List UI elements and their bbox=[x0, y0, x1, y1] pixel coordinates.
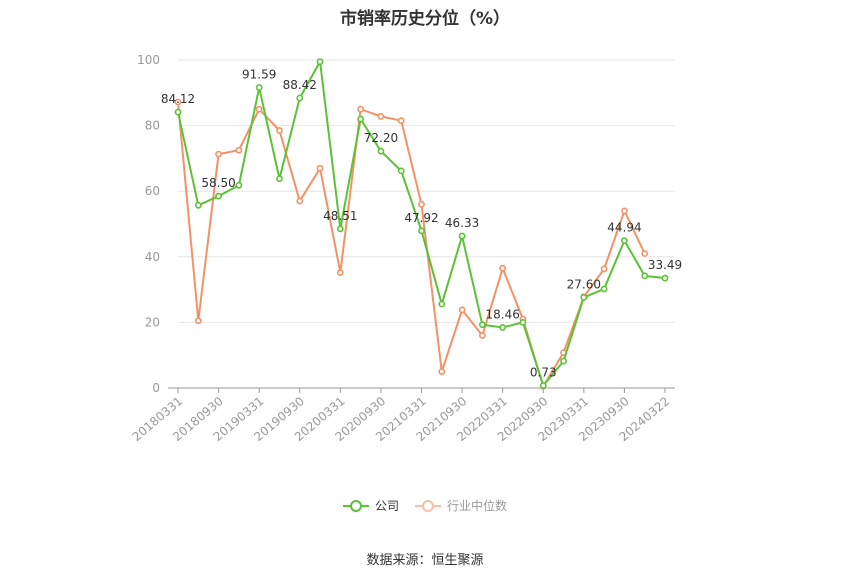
data-label: 18.46 bbox=[485, 307, 519, 321]
data-label: 27.60 bbox=[567, 277, 601, 291]
point-industry bbox=[174, 98, 182, 106]
legend-company-label: 公司 bbox=[374, 499, 399, 513]
point-company bbox=[235, 181, 243, 189]
series-line-industry bbox=[177, 101, 646, 388]
data-label-layer: 84.12 58.50 91.59 88.42 48.51 72.20 47.92 46.33… bbox=[161, 68, 682, 380]
point-company bbox=[539, 382, 547, 390]
point-company bbox=[519, 318, 527, 326]
point-industry bbox=[621, 207, 628, 215]
point-industry bbox=[438, 368, 446, 375]
point-company bbox=[377, 147, 385, 155]
data-label: 44.94 bbox=[607, 221, 641, 235]
data-label: 47.92 bbox=[404, 211, 438, 225]
point-industry bbox=[255, 105, 263, 113]
point-company bbox=[276, 175, 283, 183]
series-layer bbox=[174, 58, 669, 390]
point-industry bbox=[478, 332, 486, 339]
point-industry bbox=[600, 265, 608, 273]
point-company bbox=[357, 115, 365, 123]
point-company bbox=[418, 227, 425, 235]
y-tick-label: 40 bbox=[145, 250, 160, 264]
data-label: 91.59 bbox=[242, 68, 276, 82]
y-tick-label: 100 bbox=[137, 53, 160, 67]
point-industry bbox=[336, 269, 344, 276]
point-company bbox=[580, 294, 588, 301]
point-company bbox=[316, 58, 324, 66]
point-company bbox=[194, 201, 202, 209]
legend-industry-marker-icon bbox=[415, 499, 441, 512]
point-company bbox=[397, 167, 405, 175]
point-industry bbox=[215, 150, 222, 158]
y-tick-label: 80 bbox=[145, 119, 160, 133]
data-label: 58.50 bbox=[201, 176, 235, 190]
point-industry bbox=[418, 200, 425, 208]
chart-title: 市销率历史分位（%） bbox=[339, 9, 511, 29]
legend-item-industry[interactable]: 行业中位数 bbox=[415, 497, 507, 514]
point-company bbox=[438, 300, 446, 308]
data-label: 84.12 bbox=[161, 92, 195, 106]
point-company bbox=[215, 192, 222, 200]
point-company bbox=[661, 274, 669, 282]
point-industry bbox=[377, 113, 385, 120]
axis-layer: 0204060801002018033120180930201903312019… bbox=[130, 53, 675, 444]
point-company bbox=[560, 357, 567, 365]
legend-industry-label: 行业中位数 bbox=[447, 499, 508, 513]
point-company bbox=[499, 324, 507, 331]
point-company bbox=[458, 232, 466, 240]
data-label: 88.42 bbox=[283, 78, 317, 92]
point-company bbox=[600, 285, 608, 293]
y-tick-label: 0 bbox=[152, 381, 160, 395]
point-industry bbox=[235, 146, 243, 154]
point-industry bbox=[397, 117, 405, 125]
y-tick-label: 60 bbox=[145, 184, 160, 198]
point-company bbox=[255, 84, 263, 91]
point-industry bbox=[357, 105, 365, 113]
point-industry bbox=[194, 317, 202, 325]
data-label: 48.51 bbox=[323, 209, 357, 223]
y-tick-label: 20 bbox=[145, 315, 160, 329]
point-company bbox=[478, 321, 486, 329]
data-label: 72.20 bbox=[364, 131, 398, 145]
source-note: 数据来源：恒生聚源 bbox=[366, 553, 484, 568]
point-industry bbox=[276, 127, 283, 134]
point-company bbox=[296, 94, 304, 102]
legend-company-marker-icon bbox=[342, 499, 369, 512]
point-company bbox=[336, 225, 344, 233]
point-industry bbox=[316, 164, 324, 172]
legend: 公司 行业中位数 bbox=[0, 497, 850, 514]
grid-layer bbox=[178, 59, 675, 323]
point-industry bbox=[296, 197, 304, 205]
point-industry bbox=[499, 264, 507, 272]
data-label: 0.73 bbox=[530, 366, 557, 380]
point-industry bbox=[641, 250, 649, 257]
point-company bbox=[174, 108, 182, 116]
point-company bbox=[621, 237, 628, 244]
data-label: 33.49 bbox=[648, 258, 682, 272]
legend-item-company[interactable]: 公司 bbox=[342, 497, 399, 514]
data-label: 46.33 bbox=[445, 216, 479, 230]
point-company bbox=[641, 272, 649, 280]
point-industry bbox=[458, 306, 466, 314]
